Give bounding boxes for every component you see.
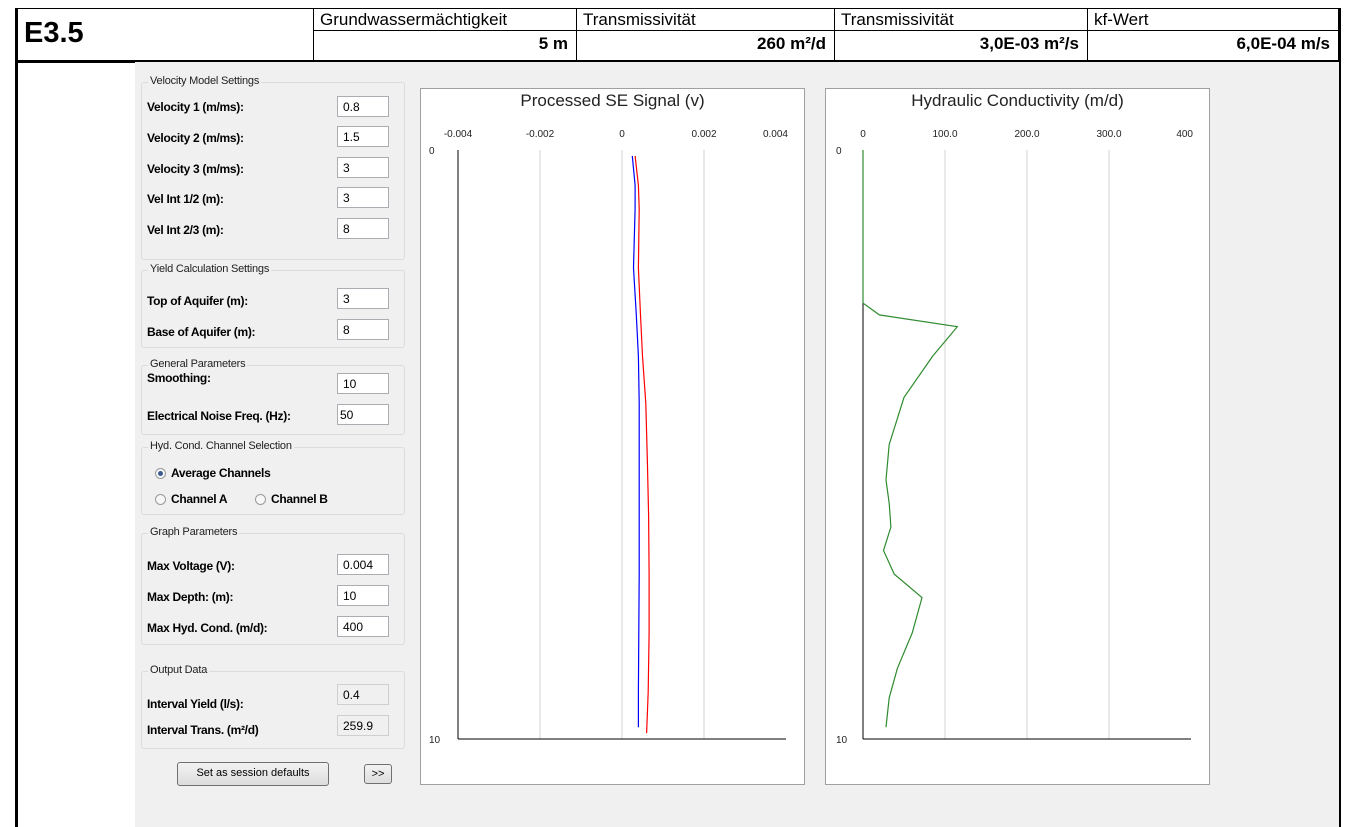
noise-freq-label: Electrical Noise Freq. (Hz): — [147, 409, 291, 423]
x-tick-label: 0 — [860, 129, 866, 140]
app-panel: Velocity Model Settings Velocity 1 (m/ms… — [135, 62, 1339, 827]
y-tick-label: 0 — [836, 146, 842, 157]
x-tick-label: 0 — [619, 129, 625, 140]
header-value-transmissivity-sec: 3,0E-03 m²/s — [979, 34, 1079, 53]
smoothing-label: Smoothing: — [147, 371, 211, 385]
average-channels-radio[interactable] — [155, 468, 166, 479]
interval-trans-output: 259.9 — [337, 715, 389, 736]
velocity-2-label: Velocity 2 (m/ms): — [147, 131, 244, 145]
max-voltage-label: Max Voltage (V): — [147, 559, 235, 573]
group-title: Output Data — [148, 664, 210, 676]
series-line — [634, 155, 650, 734]
x-tick-label: -0.004 — [444, 129, 473, 140]
average-channels-label[interactable]: Average Channels — [171, 466, 271, 480]
hydraulic-conductivity-chart: Hydraulic Conductivity (m/d) 0 100.0 200.0… — [825, 88, 1210, 785]
header-label-transmissivity-day: Transmissivität — [583, 10, 696, 29]
session-defaults-button[interactable]: Set as session defaults — [177, 762, 329, 786]
x-tick-label: 300.0 — [1096, 129, 1121, 140]
x-tick-label: 100.0 — [932, 129, 957, 140]
se-signal-chart: Processed SE Signal (v) -0.004 -0.002 0 0.0… — [420, 88, 805, 785]
interval-yield-output: 0.4 — [337, 684, 389, 705]
velocity-3-input[interactable]: 3 — [337, 157, 389, 178]
velocity-2-input[interactable]: 1.5 — [337, 126, 389, 147]
x-tick-label: 200.0 — [1014, 129, 1039, 140]
channel-selection-group: Hyd. Cond. Channel Selection — [141, 440, 405, 515]
vel-int-23-input[interactable]: 8 — [337, 218, 389, 239]
x-tick-label: -0.002 — [526, 129, 555, 140]
expand-button[interactable]: >> — [364, 764, 392, 784]
interval-trans-label: Interval Trans. (m²/d) — [147, 723, 259, 737]
max-voltage-input[interactable]: 0.004 — [337, 554, 389, 575]
x-tick-label: 400 — [1176, 129, 1193, 140]
group-title: Hyd. Cond. Channel Selection — [148, 440, 294, 452]
output-data-group: Output Data — [141, 664, 405, 749]
group-title: General Parameters — [148, 358, 248, 370]
noise-freq-input[interactable]: 50 — [337, 404, 389, 425]
group-title: Yield Calculation Settings — [148, 263, 272, 275]
header-label-kf: kf-Wert — [1094, 10, 1149, 29]
vel-int-12-label: Vel Int 1/2 (m): — [147, 192, 224, 206]
group-title: Velocity Model Settings — [148, 75, 262, 87]
velocity-1-input[interactable]: 0.8 — [337, 96, 389, 117]
series-line — [631, 155, 640, 728]
channel-a-label[interactable]: Channel A — [171, 492, 228, 506]
base-aquifer-label: Base of Aquifer (m): — [147, 325, 256, 339]
y-tick-label: 10 — [429, 735, 441, 746]
y-tick-label: 10 — [836, 735, 848, 746]
vel-int-12-input[interactable]: 3 — [337, 187, 389, 208]
velocity-settings-group: Velocity Model Settings — [141, 75, 405, 260]
channel-b-label[interactable]: Channel B — [271, 492, 328, 506]
page-title: E3.5 — [24, 17, 84, 49]
max-hyd-cond-input[interactable]: 400 — [337, 616, 389, 637]
max-depth-label: Max Depth: (m): — [147, 590, 234, 604]
top-aquifer-label: Top of Aquifer (m): — [147, 294, 248, 308]
yield-settings-group: Yield Calculation Settings — [141, 263, 405, 348]
max-hyd-cond-label: Max Hyd. Cond. (m/d): — [147, 621, 268, 635]
top-aquifer-input[interactable]: 3 — [337, 288, 389, 309]
interval-yield-label: Interval Yield (l/s): — [147, 697, 244, 711]
base-aquifer-input[interactable]: 8 — [337, 319, 389, 340]
header-label-transmissivity-sec: Transmissivität — [841, 10, 954, 29]
chart-title: Hydraulic Conductivity (m/d) — [911, 91, 1124, 110]
velocity-3-label: Velocity 3 (m/ms): — [147, 162, 244, 176]
general-params-group: General Parameters — [141, 358, 405, 435]
smoothing-input[interactable]: 10 — [337, 373, 389, 394]
chart-title: Processed SE Signal (v) — [520, 91, 705, 110]
y-tick-label: 0 — [429, 146, 435, 157]
max-depth-input[interactable]: 10 — [337, 585, 389, 606]
header-value-thickness: 5 m — [538, 34, 568, 53]
header-value-kf: 6,0E-04 m/s — [1236, 34, 1330, 53]
x-tick-label: 0.004 — [763, 129, 788, 140]
x-tick-label: 0.002 — [691, 129, 716, 140]
header-value-transmissivity-day: 260 m²/d — [757, 34, 826, 53]
channel-b-radio[interactable] — [255, 494, 266, 505]
group-title: Graph Parameters — [148, 526, 240, 538]
vel-int-23-label: Vel Int 2/3 (m): — [147, 223, 224, 237]
header-label-thickness: Grundwassermächtigkeit — [320, 10, 508, 29]
graph-params-group: Graph Parameters — [141, 526, 405, 645]
series-line — [862, 150, 959, 728]
velocity-1-label: Velocity 1 (m/ms): — [147, 100, 244, 114]
channel-a-radio[interactable] — [155, 494, 166, 505]
